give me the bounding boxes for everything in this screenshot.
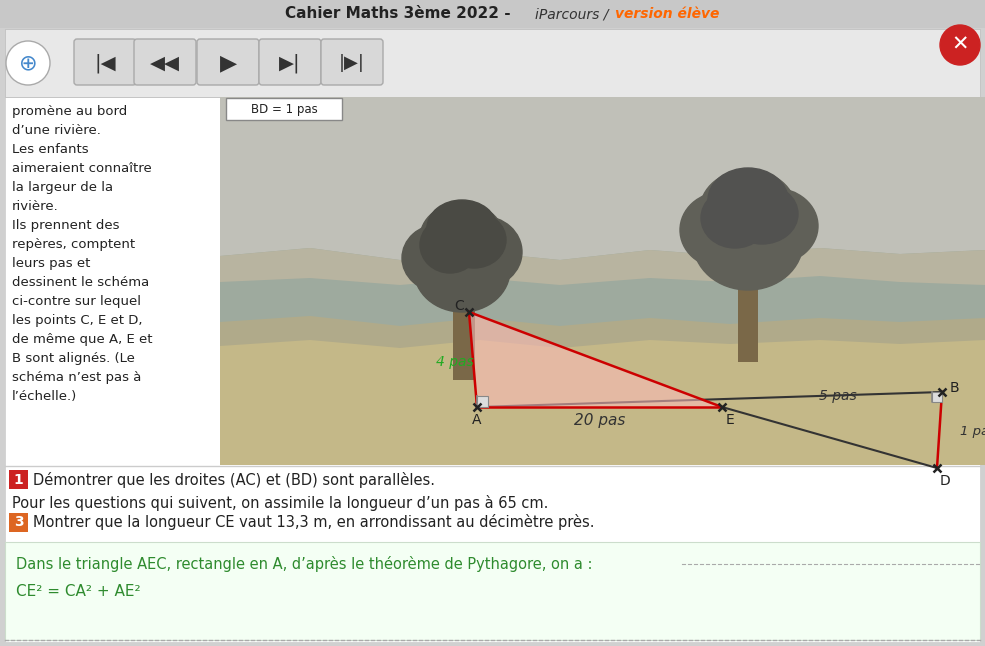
Ellipse shape	[442, 212, 506, 268]
Ellipse shape	[420, 203, 504, 273]
Text: Dans le triangle AEC, rectangle en A, d’après le théorème de Pythagore, on a :: Dans le triangle AEC, rectangle en A, d’…	[16, 556, 593, 572]
Ellipse shape	[402, 224, 478, 292]
FancyBboxPatch shape	[5, 97, 980, 642]
Ellipse shape	[427, 200, 497, 256]
Ellipse shape	[726, 184, 798, 244]
Text: ▶: ▶	[220, 53, 236, 73]
FancyBboxPatch shape	[9, 513, 28, 532]
Text: |▶|: |▶|	[339, 54, 364, 72]
Text: Démontrer que les droites (AC) et (BD) sont parallèles.: Démontrer que les droites (AC) et (BD) s…	[33, 472, 435, 488]
Text: Montrer que la longueur CE vaut 13,3 m, en arrondissant au décimètre près.: Montrer que la longueur CE vaut 13,3 m, …	[33, 514, 595, 530]
Text: Pour les questions qui suivent, on assimile la longueur d’un pas à 65 cm.: Pour les questions qui suivent, on assim…	[12, 495, 549, 511]
FancyBboxPatch shape	[5, 542, 980, 640]
Ellipse shape	[693, 194, 803, 290]
FancyBboxPatch shape	[932, 392, 942, 402]
Text: 1: 1	[14, 472, 24, 486]
Polygon shape	[220, 320, 985, 465]
Polygon shape	[469, 312, 722, 407]
FancyBboxPatch shape	[477, 396, 488, 407]
Text: ▶|: ▶|	[279, 53, 300, 73]
Text: B: B	[950, 381, 958, 395]
Text: |◀: |◀	[95, 53, 116, 73]
Polygon shape	[220, 248, 985, 285]
Text: 4 pas: 4 pas	[436, 355, 474, 369]
Text: iParcours /: iParcours /	[535, 7, 613, 21]
FancyBboxPatch shape	[259, 39, 321, 85]
FancyBboxPatch shape	[0, 0, 985, 28]
FancyBboxPatch shape	[220, 97, 985, 465]
Ellipse shape	[730, 188, 818, 264]
Text: promène au bord
d’une rivière.
Les enfants
aimeraient connaître
la largeur de la: promène au bord d’une rivière. Les enfan…	[12, 105, 153, 403]
FancyBboxPatch shape	[9, 470, 28, 489]
Circle shape	[6, 41, 50, 85]
Text: 20 pas: 20 pas	[574, 413, 625, 428]
Ellipse shape	[420, 217, 480, 273]
Polygon shape	[220, 316, 985, 348]
FancyBboxPatch shape	[738, 272, 758, 362]
Text: BD = 1 pas: BD = 1 pas	[250, 103, 317, 116]
FancyBboxPatch shape	[134, 39, 196, 85]
Text: Cahier Maths 3ème 2022 -: Cahier Maths 3ème 2022 -	[285, 6, 516, 21]
Ellipse shape	[700, 170, 796, 250]
FancyBboxPatch shape	[5, 29, 980, 97]
Ellipse shape	[414, 228, 510, 312]
Text: version élève: version élève	[615, 7, 719, 21]
Circle shape	[940, 25, 980, 65]
Ellipse shape	[701, 188, 769, 248]
FancyBboxPatch shape	[321, 39, 383, 85]
FancyBboxPatch shape	[453, 300, 475, 380]
Text: A: A	[472, 413, 482, 427]
Text: 5 pas: 5 pas	[820, 389, 857, 403]
Ellipse shape	[442, 216, 522, 288]
FancyBboxPatch shape	[220, 97, 985, 287]
Text: ✕: ✕	[952, 35, 969, 55]
Text: E: E	[726, 413, 735, 427]
Text: ◀◀: ◀◀	[150, 54, 180, 72]
Text: C: C	[454, 299, 464, 313]
FancyBboxPatch shape	[197, 39, 259, 85]
Text: CE² = CA² + AE²: CE² = CA² + AE²	[16, 585, 141, 599]
Text: D: D	[940, 474, 951, 488]
Text: 3: 3	[14, 516, 24, 530]
Text: ⊕: ⊕	[19, 53, 37, 73]
Ellipse shape	[708, 168, 788, 232]
Polygon shape	[220, 248, 985, 338]
Ellipse shape	[680, 192, 764, 268]
FancyBboxPatch shape	[74, 39, 136, 85]
Text: 1 pa: 1 pa	[960, 426, 985, 439]
FancyBboxPatch shape	[226, 98, 342, 120]
